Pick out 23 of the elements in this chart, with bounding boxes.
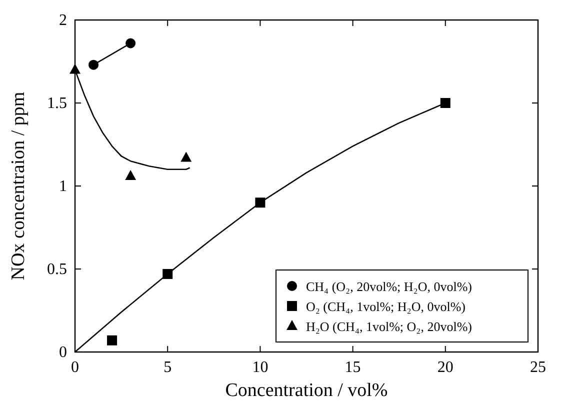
x-tick-label: 15: [344, 359, 361, 376]
y-tick-label: 1: [59, 178, 67, 195]
legend-label: O₂ (CH₄, 1vol%; H₂O, 0vol%): [306, 299, 466, 314]
y-axis-title: NOx concentraion / ppm: [8, 92, 29, 280]
point: [440, 98, 450, 108]
legend-label: H₂O (CH₄, 1vol%; O₂, 20vol%): [306, 319, 472, 334]
y-tick-label: 0.5: [47, 261, 67, 278]
x-tick-label: 20: [437, 359, 454, 376]
y-tick-label: 2: [59, 12, 67, 29]
point: [70, 64, 80, 74]
point: [88, 60, 99, 70]
point: [180, 152, 192, 162]
legend-label: CH₄ (O₂, 20vol%; H₂O, 0vol%): [306, 279, 472, 294]
x-axis-title: Concentration / vol%: [225, 380, 388, 401]
x-tick-label: 5: [164, 359, 172, 376]
point: [107, 335, 118, 346]
y-tick-label: 1.5: [47, 95, 67, 112]
x-tick-label: 10: [252, 359, 268, 376]
point: [125, 170, 136, 180]
x-tick-label: 25: [530, 359, 546, 376]
y-tick-label: 0: [59, 344, 67, 361]
point: [126, 38, 136, 48]
x-tick-label: 0: [71, 359, 79, 376]
